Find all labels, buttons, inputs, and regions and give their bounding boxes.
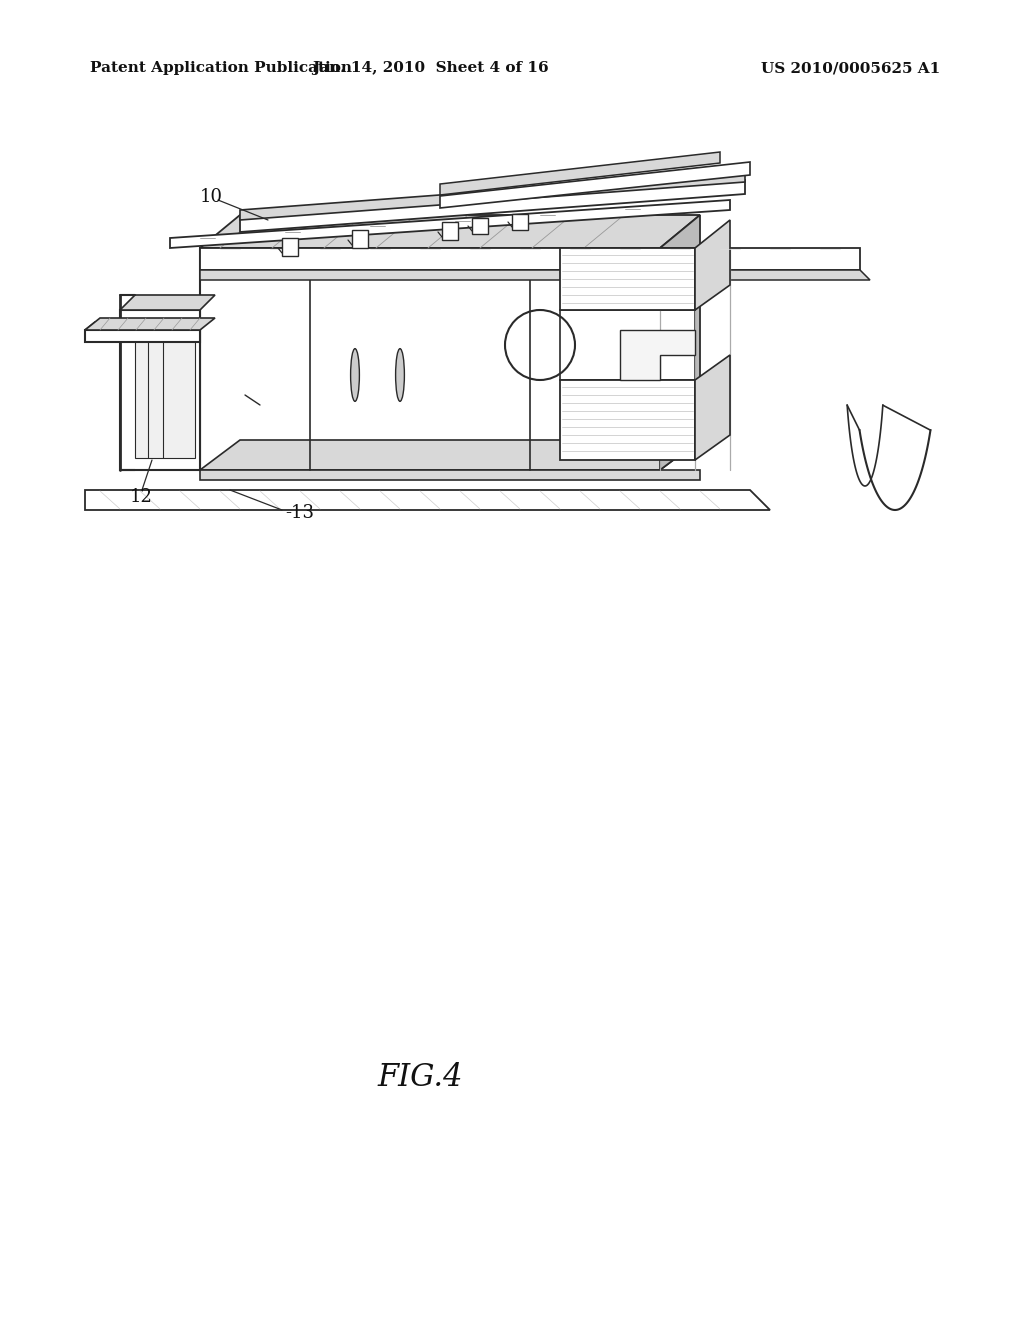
Polygon shape — [85, 490, 770, 510]
Polygon shape — [660, 215, 700, 470]
Text: US 2010/0005625 A1: US 2010/0005625 A1 — [761, 61, 940, 75]
Polygon shape — [200, 215, 700, 248]
Polygon shape — [200, 248, 660, 470]
Polygon shape — [240, 180, 745, 232]
Text: 10: 10 — [200, 187, 223, 206]
Ellipse shape — [395, 348, 404, 401]
Polygon shape — [240, 172, 745, 220]
Polygon shape — [120, 294, 215, 310]
Polygon shape — [200, 440, 700, 470]
Polygon shape — [560, 380, 695, 459]
Polygon shape — [85, 330, 200, 342]
Text: -13: -13 — [285, 504, 314, 521]
Polygon shape — [352, 230, 368, 248]
Polygon shape — [120, 310, 200, 470]
Polygon shape — [282, 238, 298, 256]
Polygon shape — [170, 201, 730, 248]
Polygon shape — [560, 248, 695, 310]
Polygon shape — [85, 318, 215, 330]
Polygon shape — [200, 470, 700, 480]
Polygon shape — [695, 220, 730, 310]
Polygon shape — [442, 222, 458, 240]
Ellipse shape — [350, 348, 359, 401]
Polygon shape — [440, 152, 720, 195]
Polygon shape — [512, 214, 528, 230]
Text: Jan. 14, 2010  Sheet 4 of 16: Jan. 14, 2010 Sheet 4 of 16 — [311, 61, 548, 75]
Polygon shape — [620, 330, 695, 380]
Polygon shape — [695, 355, 730, 459]
Polygon shape — [200, 248, 860, 271]
Text: Patent Application Publication: Patent Application Publication — [90, 61, 352, 75]
Text: FIG.4: FIG.4 — [377, 1063, 463, 1093]
Text: 12: 12 — [130, 488, 153, 506]
Polygon shape — [440, 162, 750, 209]
Polygon shape — [560, 310, 695, 380]
Polygon shape — [200, 271, 870, 280]
Polygon shape — [135, 322, 195, 458]
Polygon shape — [472, 218, 488, 234]
